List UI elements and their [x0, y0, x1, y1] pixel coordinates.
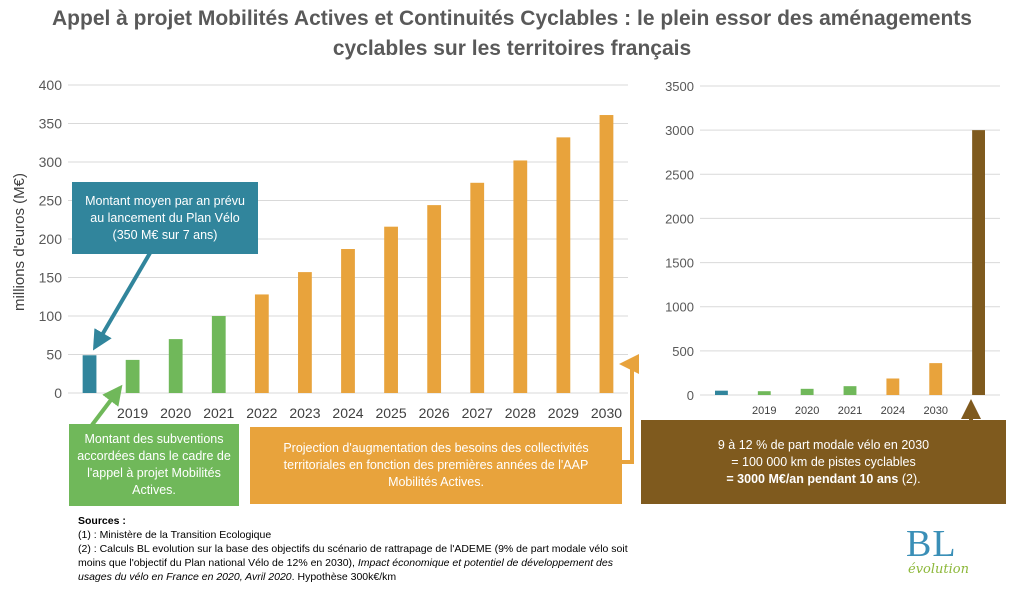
y-tick-label: 2000	[665, 211, 694, 226]
x-tick-label: 2030	[591, 405, 622, 421]
annotation-subventions-text: Montant des subventions accordées dans l…	[77, 432, 231, 497]
y-tick-label: 500	[672, 344, 694, 359]
bar-1-6	[972, 130, 985, 395]
bar-0-4	[254, 294, 269, 393]
y-tick-label: 300	[39, 154, 63, 170]
x-tick-label: 2027	[462, 405, 493, 421]
y-tick-label: 150	[39, 270, 63, 286]
y-tick-label: 100	[39, 308, 63, 324]
bar-0-3	[211, 316, 226, 393]
y-tick-label: 350	[39, 116, 63, 132]
y-tick-label: 400	[39, 77, 63, 93]
bar-0-8	[427, 205, 442, 393]
x-tick-label: 2019	[752, 405, 776, 417]
annotation-subventions: Montant des subventions accordées dans l…	[69, 424, 239, 506]
annotation-objectif: 9 à 12 % de part modale vélo en 2030 = 1…	[641, 420, 1006, 504]
bar-0-9	[470, 182, 485, 393]
annotation-projection-text: Projection d'augmentation des besoins de…	[283, 441, 589, 489]
objectif-bold: = 3000 M€/an pendant 10 ans	[726, 471, 899, 486]
x-tick-label: 2024	[332, 405, 363, 421]
source-1: (1) : Ministère de la Transition Ecologi…	[78, 529, 272, 541]
y-tick-label: 200	[39, 231, 63, 247]
y-axis-label: millions d'euros (M€)	[11, 173, 28, 311]
bar-0-2	[168, 339, 183, 393]
x-tick-label: 2022	[246, 405, 277, 421]
bar-1-4	[886, 378, 900, 395]
bar-0-1	[125, 359, 140, 393]
bar-0-5	[298, 272, 312, 393]
logo-main: BL	[906, 523, 957, 565]
y-tick-label: 3500	[665, 79, 694, 94]
arrow-projection	[619, 354, 639, 464]
objectif-line-1: 9 à 12 % de part modale vélo en 2030	[717, 437, 930, 452]
x-tick-label: 2024	[881, 405, 905, 417]
x-tick-label: 2020	[795, 405, 819, 417]
y-tick-label: 0	[687, 388, 694, 403]
objectif-line-3: = 3000 M€/an pendant 10 ans (2).	[726, 471, 920, 488]
bar-1-5	[929, 363, 943, 395]
x-tick-label: 2020	[160, 405, 191, 421]
bar-1-1	[757, 391, 771, 395]
sources-heading: Sources :	[78, 515, 126, 527]
bar-0-0	[82, 355, 97, 393]
bar-0-7	[384, 226, 398, 393]
y-tick-label: 1000	[665, 300, 694, 315]
right-bar-chart: 0 500 1000 1500 2000 2500 3000 3500 2019 2020 2021…	[665, 79, 1000, 417]
x-tick-label: 2019	[117, 405, 148, 421]
x-tick-label: 2026	[419, 405, 450, 421]
objectif-line-2: = 100 000 km de pistes cyclables	[731, 454, 916, 469]
bar-0-10	[513, 160, 528, 393]
title-line-1: Appel à projet Mobilités Actives et Cont…	[52, 7, 972, 30]
bar-1-0	[715, 390, 728, 395]
bar-0-6	[341, 249, 355, 393]
x-tick-label: 2028	[505, 405, 536, 421]
x-tick-label: 2023	[289, 405, 320, 421]
bl-evolution-logo: BL évolution	[904, 522, 974, 582]
x-tick-label: 2021	[203, 405, 234, 421]
arrow-subventions	[90, 384, 123, 427]
arrow-plan-velo	[92, 251, 152, 351]
sources-block: Sources : (1) : Ministère de la Transiti…	[78, 514, 638, 584]
bar-0-12	[599, 115, 614, 393]
x-tick-label: 2025	[375, 405, 406, 421]
left-bar-chart: 0 50 100 150 200 250 300 350 400 2019 2020 2021 2022…	[39, 77, 628, 421]
chart-title: Appel à projet Mobilités Actives et Cont…	[0, 4, 1024, 64]
y-tick-label: 50	[46, 347, 62, 363]
source-2-end: . Hypothèse 300k€/km	[291, 571, 397, 583]
x-tick-label: 2029	[548, 405, 579, 421]
source-2-text: (2) : Calculs BL evolution sur la base d…	[78, 543, 628, 569]
y-tick-label: 2500	[665, 167, 694, 182]
bar-1-2	[800, 388, 814, 395]
y-tick-label: 250	[39, 193, 63, 209]
y-tick-label: 1500	[665, 256, 694, 271]
objectif-ref: (2).	[898, 471, 921, 486]
source-2: (2) : Calculs BL evolution sur la base d…	[78, 542, 638, 584]
y-tick-label: 3000	[665, 123, 694, 138]
annotation-plan-velo-text: Montant moyen par an prévu au lancement …	[85, 193, 245, 242]
source-2-italic: Impact économique et potentiel de dévelo…	[78, 557, 613, 583]
bar-0-11	[556, 137, 571, 393]
annotation-projection: Projection d'augmentation des besoins de…	[250, 427, 622, 504]
bar-1-3	[843, 386, 857, 395]
y-tick-label: 0	[54, 385, 62, 401]
x-tick-label: 2021	[838, 405, 862, 417]
title-line-2: cyclables sur les territoires français	[332, 37, 692, 60]
logo-sub: évolution	[908, 562, 969, 577]
annotation-plan-velo: Montant moyen par an prévu au lancement …	[72, 182, 258, 254]
x-tick-label: 2030	[923, 405, 947, 417]
